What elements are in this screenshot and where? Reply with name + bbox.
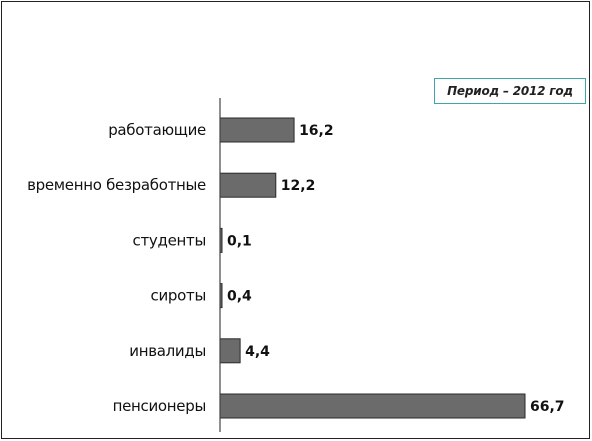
value-label-1: 12,2 [281,178,316,194]
category-label-1: временно безработные [27,176,206,194]
bar-5 [219,393,526,419]
category-label-4: инвалиды [129,342,206,360]
category-label-5: пенсионеры [113,397,206,415]
period-label: Период – 2012 год [434,78,586,104]
value-label-2: 0,1 [227,233,252,249]
value-label-3: 0,4 [227,289,252,305]
value-label-5: 66,7 [530,399,565,415]
bar-1 [219,172,277,198]
category-label-2: студенты [133,231,206,249]
bar-0 [219,117,295,143]
value-label-4: 4,4 [245,344,270,360]
category-label-3: сироты [151,287,206,305]
category-label-0: работающие [108,121,206,139]
value-label-0: 16,2 [299,123,334,139]
bar-4 [219,338,241,364]
